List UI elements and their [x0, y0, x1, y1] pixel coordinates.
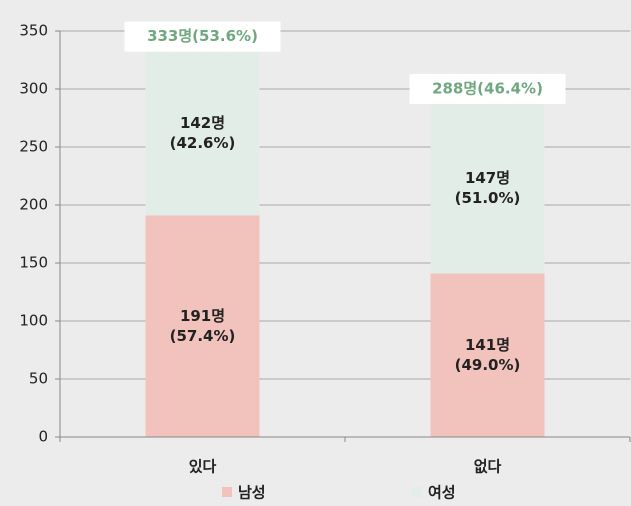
y-tick-label: 100 [19, 312, 48, 330]
y-tick-label: 0 [38, 428, 48, 446]
y-tick-label: 300 [19, 80, 48, 98]
y-tick-label: 350 [19, 22, 48, 40]
value-label: 141명 (49.0%) [455, 336, 521, 374]
value-label: 142명 (42.6%) [170, 114, 236, 152]
legend-swatch [412, 487, 422, 497]
bar-segment [430, 273, 545, 437]
total-label-box [124, 21, 281, 52]
y-tick-label: 200 [19, 196, 48, 214]
legend-swatch [222, 487, 232, 497]
value-label: 147명 (51.0%) [455, 169, 521, 207]
total-label-box [409, 73, 566, 104]
total-label: 288명(46.4%) [432, 79, 543, 97]
y-tick-label: 250 [19, 138, 48, 156]
legend-label: 남성 [238, 484, 266, 502]
bar-segment [145, 50, 260, 216]
x-tick-label: 있다 [189, 458, 217, 476]
legend-label: 여성 [428, 484, 456, 502]
y-tick-label: 150 [19, 254, 48, 272]
y-tick-label: 50 [29, 370, 48, 388]
bar-segment [430, 102, 545, 274]
total-label: 333명(53.6%) [147, 27, 258, 45]
value-label: 191명 (57.4%) [170, 307, 236, 345]
x-tick-label: 없다 [474, 458, 502, 476]
bar-segment [145, 215, 260, 437]
